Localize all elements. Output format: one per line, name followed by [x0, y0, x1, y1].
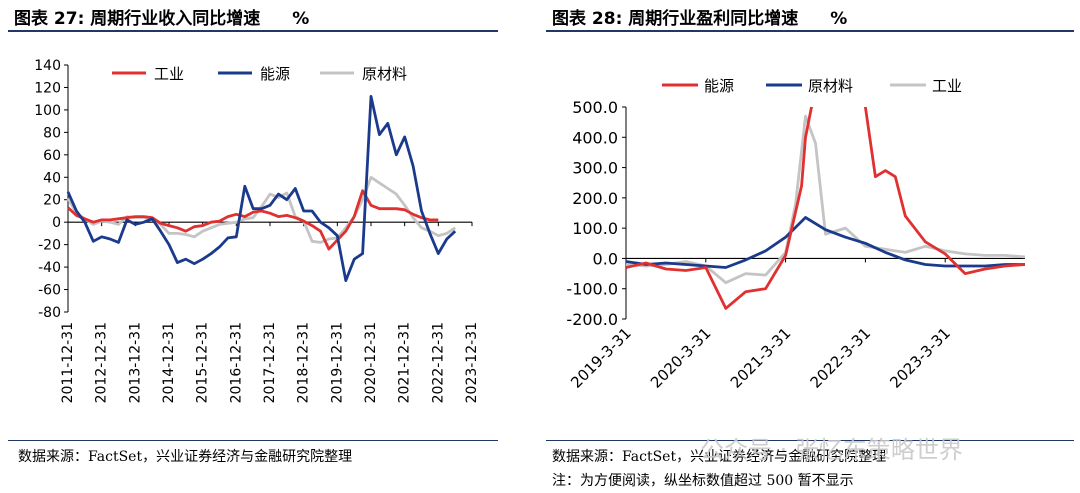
y-tick-label: 40: [43, 170, 61, 186]
chart-title-text: 周期行业收入同比增速: [90, 9, 261, 29]
legend-label: 能源: [260, 65, 290, 83]
figure-label: 图表 27:: [14, 9, 85, 29]
series-line-能源: [626, 107, 814, 310]
y-tick-label: 0: [52, 215, 61, 231]
chart-28-title: 图表 28: 周期行业盈利同比增速 %: [552, 4, 847, 29]
x-tick-label: 2013-12-31: [127, 322, 143, 403]
x-tick-label: 2021-3-31: [727, 324, 795, 392]
legend-label: 原材料: [808, 77, 853, 95]
y-tick-label: -80: [38, 305, 61, 321]
x-tick-label: 2022-3-31: [807, 324, 875, 392]
chart-title-text: 周期行业盈利同比增速: [628, 9, 799, 29]
x-tick-label: 2011-12-31: [60, 322, 76, 403]
y-tick-label: 300.0: [572, 159, 618, 178]
y-tick-label: -20: [38, 238, 61, 254]
y-tick-label: 80: [43, 125, 61, 141]
source-note: 数据来源：FactSet，兴业证券经济与金融研究院整理: [18, 449, 353, 465]
x-tick-label: 2021-12-31: [397, 322, 413, 403]
x-tick-label: 2018-12-31: [296, 322, 312, 403]
x-tick-label: 2020-3-31: [647, 324, 715, 392]
source-note: 数据来源：FactSet，兴业证券经济与金融研究院整理: [552, 449, 887, 465]
y-tick-label: 100: [34, 103, 61, 119]
y-tick-label: 140: [34, 58, 61, 74]
x-tick-label: 2019-12-31: [329, 322, 345, 403]
series-line-工业: [626, 114, 1025, 285]
series-line-能源: [66, 95, 457, 283]
y-tick-label: 200.0: [572, 189, 618, 208]
x-tick-label: 2014-12-31: [161, 322, 177, 403]
axis-note: 注：为方便阅读，纵坐标数值超过 500 暂不显示: [552, 473, 854, 489]
chart-28: 500.0 400.0 300.0 200.0 100.0 0.0 -100.0 -200.0…: [566, 77, 1025, 392]
y-tick-label: -40: [38, 260, 61, 276]
y-tick-label: -100.0: [566, 280, 618, 299]
legend-label: 工业: [154, 65, 184, 83]
chart-27: 140 120 100 80 60 40 20 0 -20 -40 -60 -802011-12-31…: [34, 58, 480, 403]
x-tick-label: 2020-12-31: [363, 322, 379, 403]
y-tick-label: 120: [34, 80, 61, 96]
y-tick-label: 20: [43, 193, 61, 209]
legend-label: 工业: [932, 77, 962, 95]
series-line-能源: [864, 107, 1025, 276]
y-tick-label: 0.0: [593, 249, 618, 268]
y-tick-label: -200.0: [566, 310, 618, 329]
chart-27-title: 图表 27: 周期行业收入同比增速 %: [14, 4, 309, 29]
x-tick-label: 2023-12-31: [464, 322, 480, 403]
title-rule: [546, 30, 1074, 32]
x-tick-label: 2016-12-31: [228, 322, 244, 403]
title-rule: [8, 30, 498, 32]
y-tick-label: 100.0: [572, 219, 618, 238]
x-tick-label: 2023-3-31: [886, 324, 954, 392]
x-tick-label: 2017-12-31: [262, 322, 278, 403]
source-rule: [8, 440, 498, 441]
y-tick-label: 500.0: [572, 98, 618, 117]
unit-label: %: [830, 9, 848, 29]
figure-label: 图表 28:: [552, 9, 623, 29]
x-tick-label: 2015-12-31: [195, 322, 211, 403]
y-tick-label: 400.0: [572, 128, 618, 147]
unit-label: %: [292, 9, 310, 29]
source-rule: [546, 440, 1074, 441]
legend-label: 能源: [704, 77, 734, 95]
y-tick-label: -60: [38, 283, 61, 299]
watermark: 公众号 · 张忆东策略世界: [700, 436, 963, 464]
x-tick-label: 2019-3-31: [567, 324, 635, 392]
x-tick-label: 2012-12-31: [94, 322, 110, 403]
x-tick-label: 2022-12-31: [430, 322, 446, 403]
legend-label: 原材料: [362, 65, 407, 83]
y-tick-label: 60: [43, 148, 61, 164]
series-line-工业: [67, 189, 439, 251]
